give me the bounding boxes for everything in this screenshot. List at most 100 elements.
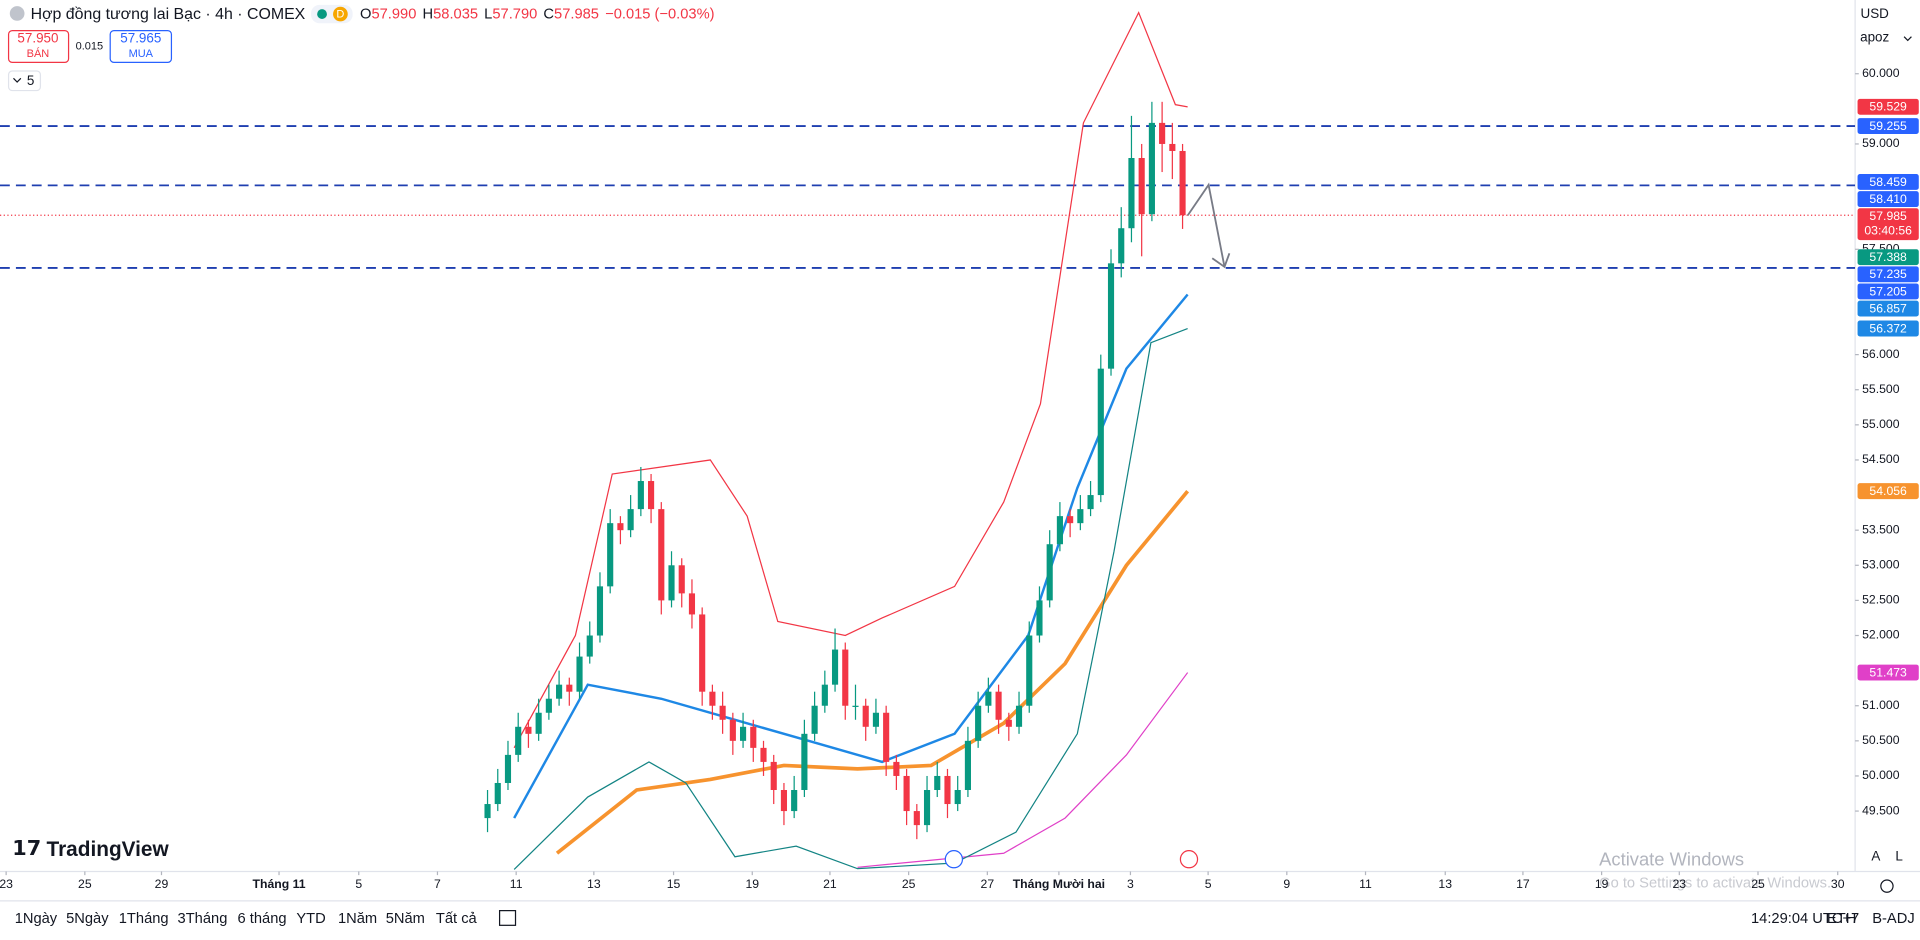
indicator-toggle[interactable] [7, 70, 42, 92]
candle-body [923, 790, 931, 826]
range-button[interactable]: 5Năm [386, 911, 425, 927]
settings-icon[interactable] [1880, 879, 1894, 893]
candle-body [1056, 516, 1063, 545]
candle-body [872, 712, 880, 727]
price-label-bg [1857, 483, 1919, 500]
price-label: 58.459 [1869, 175, 1907, 189]
y-tick-label: 52.000 [1862, 628, 1900, 642]
ohlc-value: 57.790 [492, 7, 537, 23]
event-icon[interactable] [1179, 850, 1199, 869]
range-button[interactable]: Tất cả [436, 911, 478, 927]
candle-body [944, 775, 951, 805]
candle-body [1148, 122, 1155, 215]
candle-body [617, 523, 624, 531]
x-tick-label: 19 [745, 877, 759, 891]
y-tick-label: 60.000 [1862, 66, 1900, 80]
candle-body [1159, 122, 1166, 144]
ohlc: O57.990 H58.035 L57.790 C57.985 −0.015 (−0.0… [360, 7, 715, 23]
scale-auto[interactable]: A [1871, 848, 1880, 863]
y-tick-label: 49.500 [1862, 803, 1900, 817]
price-label: 54.056 [1869, 484, 1907, 498]
x-tick-label: 13 [587, 877, 601, 891]
sell-label[interactable]: BÁN [27, 47, 50, 60]
indicator-line [513, 11, 1188, 749]
candle-body [975, 705, 982, 741]
y-tick-label: 59.000 [1862, 136, 1900, 150]
candle-body [545, 698, 552, 713]
y-tick-label: 52.500 [1862, 593, 1900, 607]
candle-body [750, 726, 757, 748]
y-tick-label: 51.000 [1862, 698, 1900, 712]
symbol-icon [9, 6, 25, 21]
candle-body [791, 790, 798, 812]
x-tick-label: 23 [0, 877, 13, 891]
sell-price[interactable]: 57.950 [17, 31, 58, 46]
x-tick-label: 7 [434, 877, 441, 891]
candle-body [1046, 544, 1053, 601]
x-tick-label: Tháng Mười hai [1013, 877, 1105, 891]
x-tick-label: 5 [1205, 877, 1212, 891]
price-label-bg [1857, 249, 1919, 266]
candle-body [1005, 719, 1012, 727]
candle-body [576, 656, 583, 692]
buy-price[interactable]: 57.965 [120, 31, 161, 46]
price-label: 59.529 [1869, 100, 1907, 114]
range-button[interactable]: 5Ngày [66, 911, 109, 927]
candle-body [1036, 600, 1043, 636]
candle-body [821, 684, 828, 706]
ohlc-value: 57.990 [371, 7, 416, 23]
candle-body [893, 761, 900, 776]
price-label: 58.410 [1869, 192, 1907, 206]
x-tick-label: 15 [667, 877, 681, 891]
candle-body [1026, 635, 1033, 706]
price-label-bg [1857, 118, 1919, 135]
range-button[interactable]: 1Tháng [119, 911, 169, 927]
range-button[interactable]: 3Tháng [178, 911, 228, 927]
y-tick-label: 53.000 [1862, 558, 1900, 572]
calendar-icon[interactable] [498, 910, 517, 926]
plot-area [0, 11, 1856, 870]
sell-button[interactable] [7, 29, 70, 64]
price-label-bg [1857, 664, 1919, 681]
symbol-title: Hợp đồng tương lai Bạc · 4h · COMEX [31, 6, 306, 23]
y-tick-label: 50.500 [1862, 733, 1900, 747]
price-label-bg [1857, 283, 1919, 300]
adjust[interactable]: B-ADJ [1872, 911, 1914, 927]
candle-body [842, 649, 849, 706]
candle-body [678, 565, 685, 594]
candle-body [596, 586, 604, 636]
candle-body [586, 635, 593, 657]
range-button[interactable]: 6 tháng [238, 911, 287, 927]
y-tick-label: 55.500 [1862, 382, 1900, 396]
range-button[interactable]: 1Ngày [15, 911, 58, 927]
session[interactable]: ETH [1827, 911, 1856, 927]
price-label: 56.857 [1869, 301, 1907, 315]
unit[interactable]: apoz [1860, 30, 1889, 45]
x-tick-label: 25 [902, 877, 916, 891]
candle-body [903, 775, 910, 812]
candle-body [668, 565, 675, 601]
scale-log[interactable]: L [1895, 848, 1903, 863]
currency[interactable]: USD [1860, 6, 1889, 21]
price-label-bg [1857, 266, 1919, 283]
range-button[interactable]: YTD [296, 911, 325, 927]
badge: D [336, 9, 344, 21]
candle-body [862, 705, 869, 727]
candle-body [1118, 228, 1125, 264]
indicator-count[interactable]: 5 [27, 73, 34, 88]
price-countdown: 03:40:56 [1864, 224, 1912, 238]
candle-body [1087, 495, 1094, 510]
buy-button[interactable] [109, 29, 173, 64]
ohlc-key: L [484, 7, 492, 23]
x-tick-label: 30 [1831, 877, 1845, 891]
x-tick-label: 29 [155, 877, 169, 891]
candle-body [913, 811, 920, 826]
price-label-bg [1857, 173, 1919, 190]
candle-body [1179, 150, 1186, 216]
candle-body [811, 705, 818, 734]
range-button[interactable]: 1Năm [338, 911, 377, 927]
candle-body [719, 705, 726, 720]
buy-label[interactable]: MUA [129, 48, 154, 60]
event-icon[interactable] [944, 850, 964, 869]
